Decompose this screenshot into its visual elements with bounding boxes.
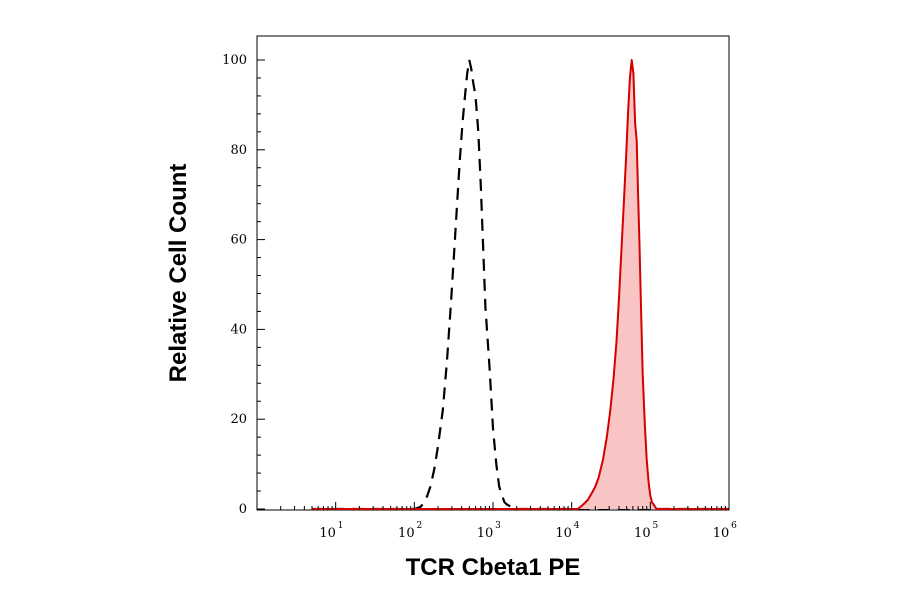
x-tick-exponent: 1 [338,521,344,531]
x-tick-label: 10 [398,526,415,541]
y-axis-title: Relative Cell Count [165,164,192,383]
x-axis-ticks: 10 1 10 2 10 3 10 4 10 5 10 6 [256,502,737,541]
x-tick-exponent: 4 [574,521,580,531]
series-1-line [312,59,729,510]
x-tick-exponent: 3 [495,521,501,531]
x-tick-label: 10 [555,526,572,541]
series-0-line [312,59,729,511]
y-axis-ticks: 0 20 40 60 80 100 [222,53,265,517]
x-tick-label: 10 [477,526,494,541]
y-tick-label: 80 [230,143,247,158]
series-1-fill [312,60,729,509]
y-tick-label: 40 [230,322,247,337]
y-tick-label: 0 [239,502,247,517]
x-axis-title: TCR Cbeta1 PE [406,554,581,581]
x-tick-exponent: 6 [731,521,737,531]
y-tick-label: 100 [222,53,247,68]
series-layer [312,59,729,511]
x-tick-label: 10 [634,526,651,541]
y-tick-label: 20 [230,412,247,427]
y-tick-label: 60 [230,233,247,248]
x-tick-exponent: 5 [652,521,658,531]
x-tick-label: 10 [713,526,730,541]
x-tick-label: 10 [319,526,336,541]
x-tick-exponent: 2 [416,521,422,531]
